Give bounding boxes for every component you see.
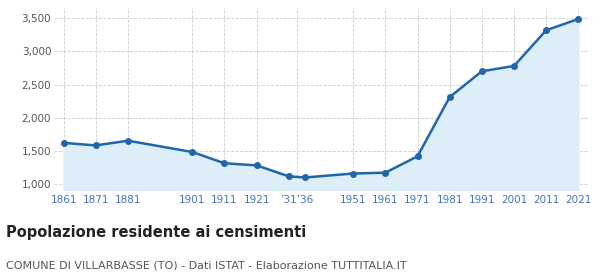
Text: Popolazione residente ai censimenti: Popolazione residente ai censimenti — [6, 225, 306, 240]
Text: COMUNE DI VILLARBASSE (TO) - Dati ISTAT - Elaborazione TUTTITALIA.IT: COMUNE DI VILLARBASSE (TO) - Dati ISTAT … — [6, 261, 407, 271]
